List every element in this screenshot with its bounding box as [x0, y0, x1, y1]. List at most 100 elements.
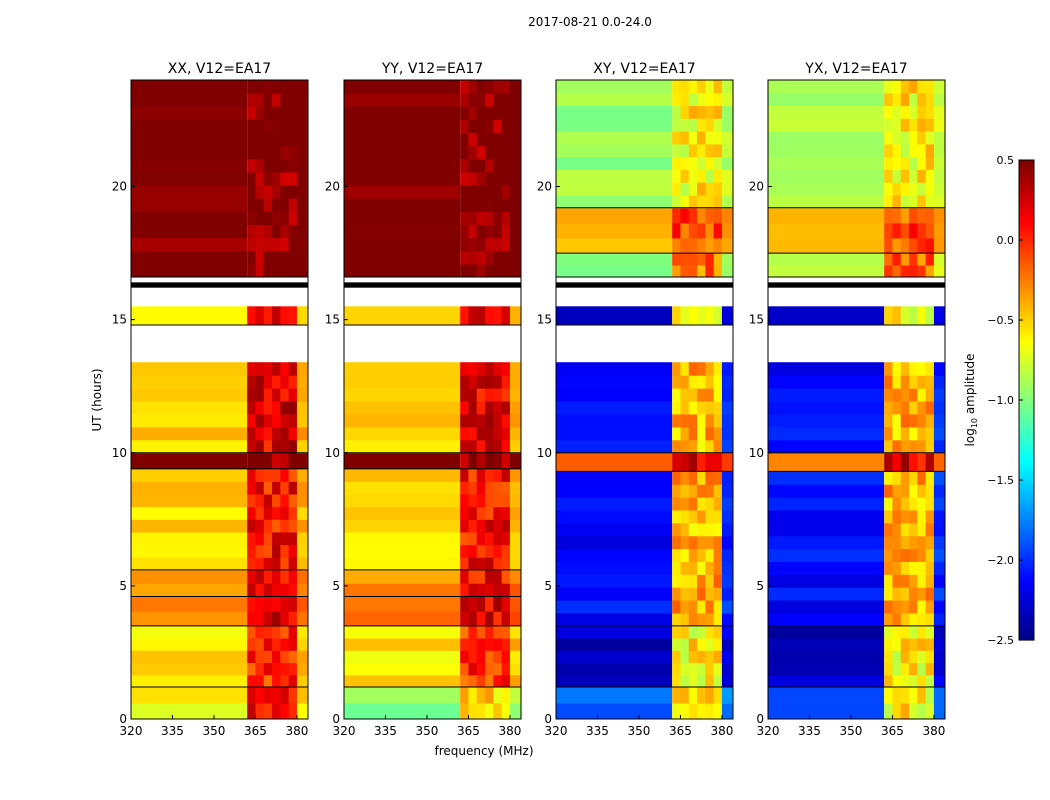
heatmap-cell — [713, 574, 723, 588]
heatmap-cell — [933, 375, 945, 389]
heatmap-cell — [485, 625, 494, 639]
heatmap-cell — [247, 145, 256, 160]
heatmap-cell — [705, 439, 715, 454]
heatmap-cell — [900, 143, 910, 158]
heatmap-cell — [460, 494, 469, 508]
heatmap-cell — [721, 253, 733, 266]
x-tick-label: 365 — [881, 724, 904, 738]
heatmap-cell — [493, 132, 503, 147]
heatmap-cell — [697, 362, 706, 376]
heatmap-cell — [933, 131, 945, 145]
heatmap-cell — [713, 169, 723, 183]
colorbar-segment — [1019, 360, 1034, 365]
heatmap-cell — [344, 569, 461, 584]
heatmap-cell — [721, 452, 733, 472]
heatmap-cell — [680, 497, 690, 511]
heatmap-cell — [255, 596, 265, 612]
heatmap-cell — [909, 388, 918, 402]
heatmap-cell — [672, 650, 681, 664]
heatmap-cell — [344, 362, 461, 376]
heatmap-cell — [255, 557, 265, 571]
heatmap-cell — [296, 171, 308, 186]
heatmap-cell — [501, 132, 511, 147]
heatmap-cell — [672, 80, 681, 94]
heatmap-cell — [713, 471, 723, 485]
heatmap-cell — [296, 662, 308, 676]
heatmap-cell — [768, 92, 885, 107]
heatmap-cell — [925, 471, 935, 485]
heatmap-cell — [900, 131, 910, 145]
heatmap-cell — [288, 250, 298, 265]
heatmap-cell — [909, 625, 918, 639]
y-tick-label: 10 — [749, 446, 764, 460]
suptitle: 2017-08-21 0.0-24.0 — [528, 15, 652, 29]
heatmap-cell — [933, 156, 945, 170]
heatmap-cell — [131, 185, 248, 199]
heatmap-cell — [688, 674, 698, 688]
heatmap-cell — [556, 600, 673, 614]
heatmap-cell — [933, 413, 945, 428]
heatmap-cell — [485, 119, 494, 134]
heatmap-cell — [705, 306, 715, 326]
heatmap-cell — [280, 185, 290, 199]
heatmap-cell — [288, 506, 298, 520]
heatmap-cell — [460, 198, 469, 212]
heatmap-cell — [344, 452, 461, 470]
colorbar-segment — [1019, 556, 1034, 561]
heatmap-cell — [272, 519, 281, 533]
heatmap-cell — [925, 265, 935, 278]
heatmap-cell — [501, 638, 511, 651]
heatmap-cell — [768, 143, 885, 158]
heatmap-cell — [917, 600, 927, 614]
heatmap-cell — [680, 118, 690, 132]
heatmap-cell — [255, 569, 265, 584]
colorbar-tick-label: 0.0 — [997, 234, 1015, 247]
heatmap-cell — [468, 506, 478, 520]
heatmap-cell — [468, 519, 478, 533]
heatmap-cell — [509, 506, 521, 520]
heatmap-cell — [892, 600, 902, 614]
heatmap-cell — [768, 548, 885, 562]
heatmap-cell — [556, 509, 673, 524]
heatmap-cell — [909, 662, 918, 676]
heatmap-cell — [556, 426, 673, 441]
flag-band — [344, 282, 521, 288]
heatmap-cell — [280, 198, 290, 212]
heatmap-cell — [705, 143, 715, 158]
colorbar-segment — [1019, 320, 1034, 325]
heatmap-cell — [697, 237, 706, 254]
colorbar-segment — [1019, 160, 1034, 165]
heatmap-cell — [556, 638, 673, 651]
heatmap-cell — [344, 401, 461, 415]
heatmap-cell — [909, 426, 918, 441]
heatmap-cell — [697, 118, 706, 132]
heatmap-cell — [280, 93, 290, 107]
heatmap-cell — [892, 662, 902, 676]
heatmap-cell — [131, 388, 248, 402]
heatmap-cell — [721, 195, 733, 209]
heatmap-cell — [280, 306, 290, 326]
heatmap-cell — [131, 263, 248, 278]
heatmap-cell — [680, 253, 690, 266]
colorbar-segment — [1019, 228, 1034, 233]
heatmap-cell — [697, 535, 706, 550]
heatmap-cell — [721, 687, 733, 704]
heatmap-cell — [255, 625, 265, 639]
heatmap-cell — [288, 388, 298, 402]
heatmap-cell — [721, 612, 733, 627]
heatmap-cell — [721, 265, 733, 278]
heatmap-cell — [288, 583, 298, 598]
colorbar-segment — [1019, 576, 1034, 581]
heatmap-cell — [768, 182, 885, 196]
heatmap-cell — [556, 362, 673, 376]
heatmap-cell — [721, 118, 733, 132]
heatmap-cell — [768, 703, 885, 720]
heatmap-cell — [900, 265, 910, 278]
heatmap-cell — [296, 687, 308, 704]
colorbar-segment — [1019, 460, 1034, 465]
heatmap-cell — [296, 306, 308, 326]
heatmap-cell — [296, 703, 308, 720]
heatmap-cell — [460, 650, 469, 664]
heatmap-cell — [509, 638, 521, 651]
panel-title: XY, V12=EA17 — [593, 61, 695, 77]
